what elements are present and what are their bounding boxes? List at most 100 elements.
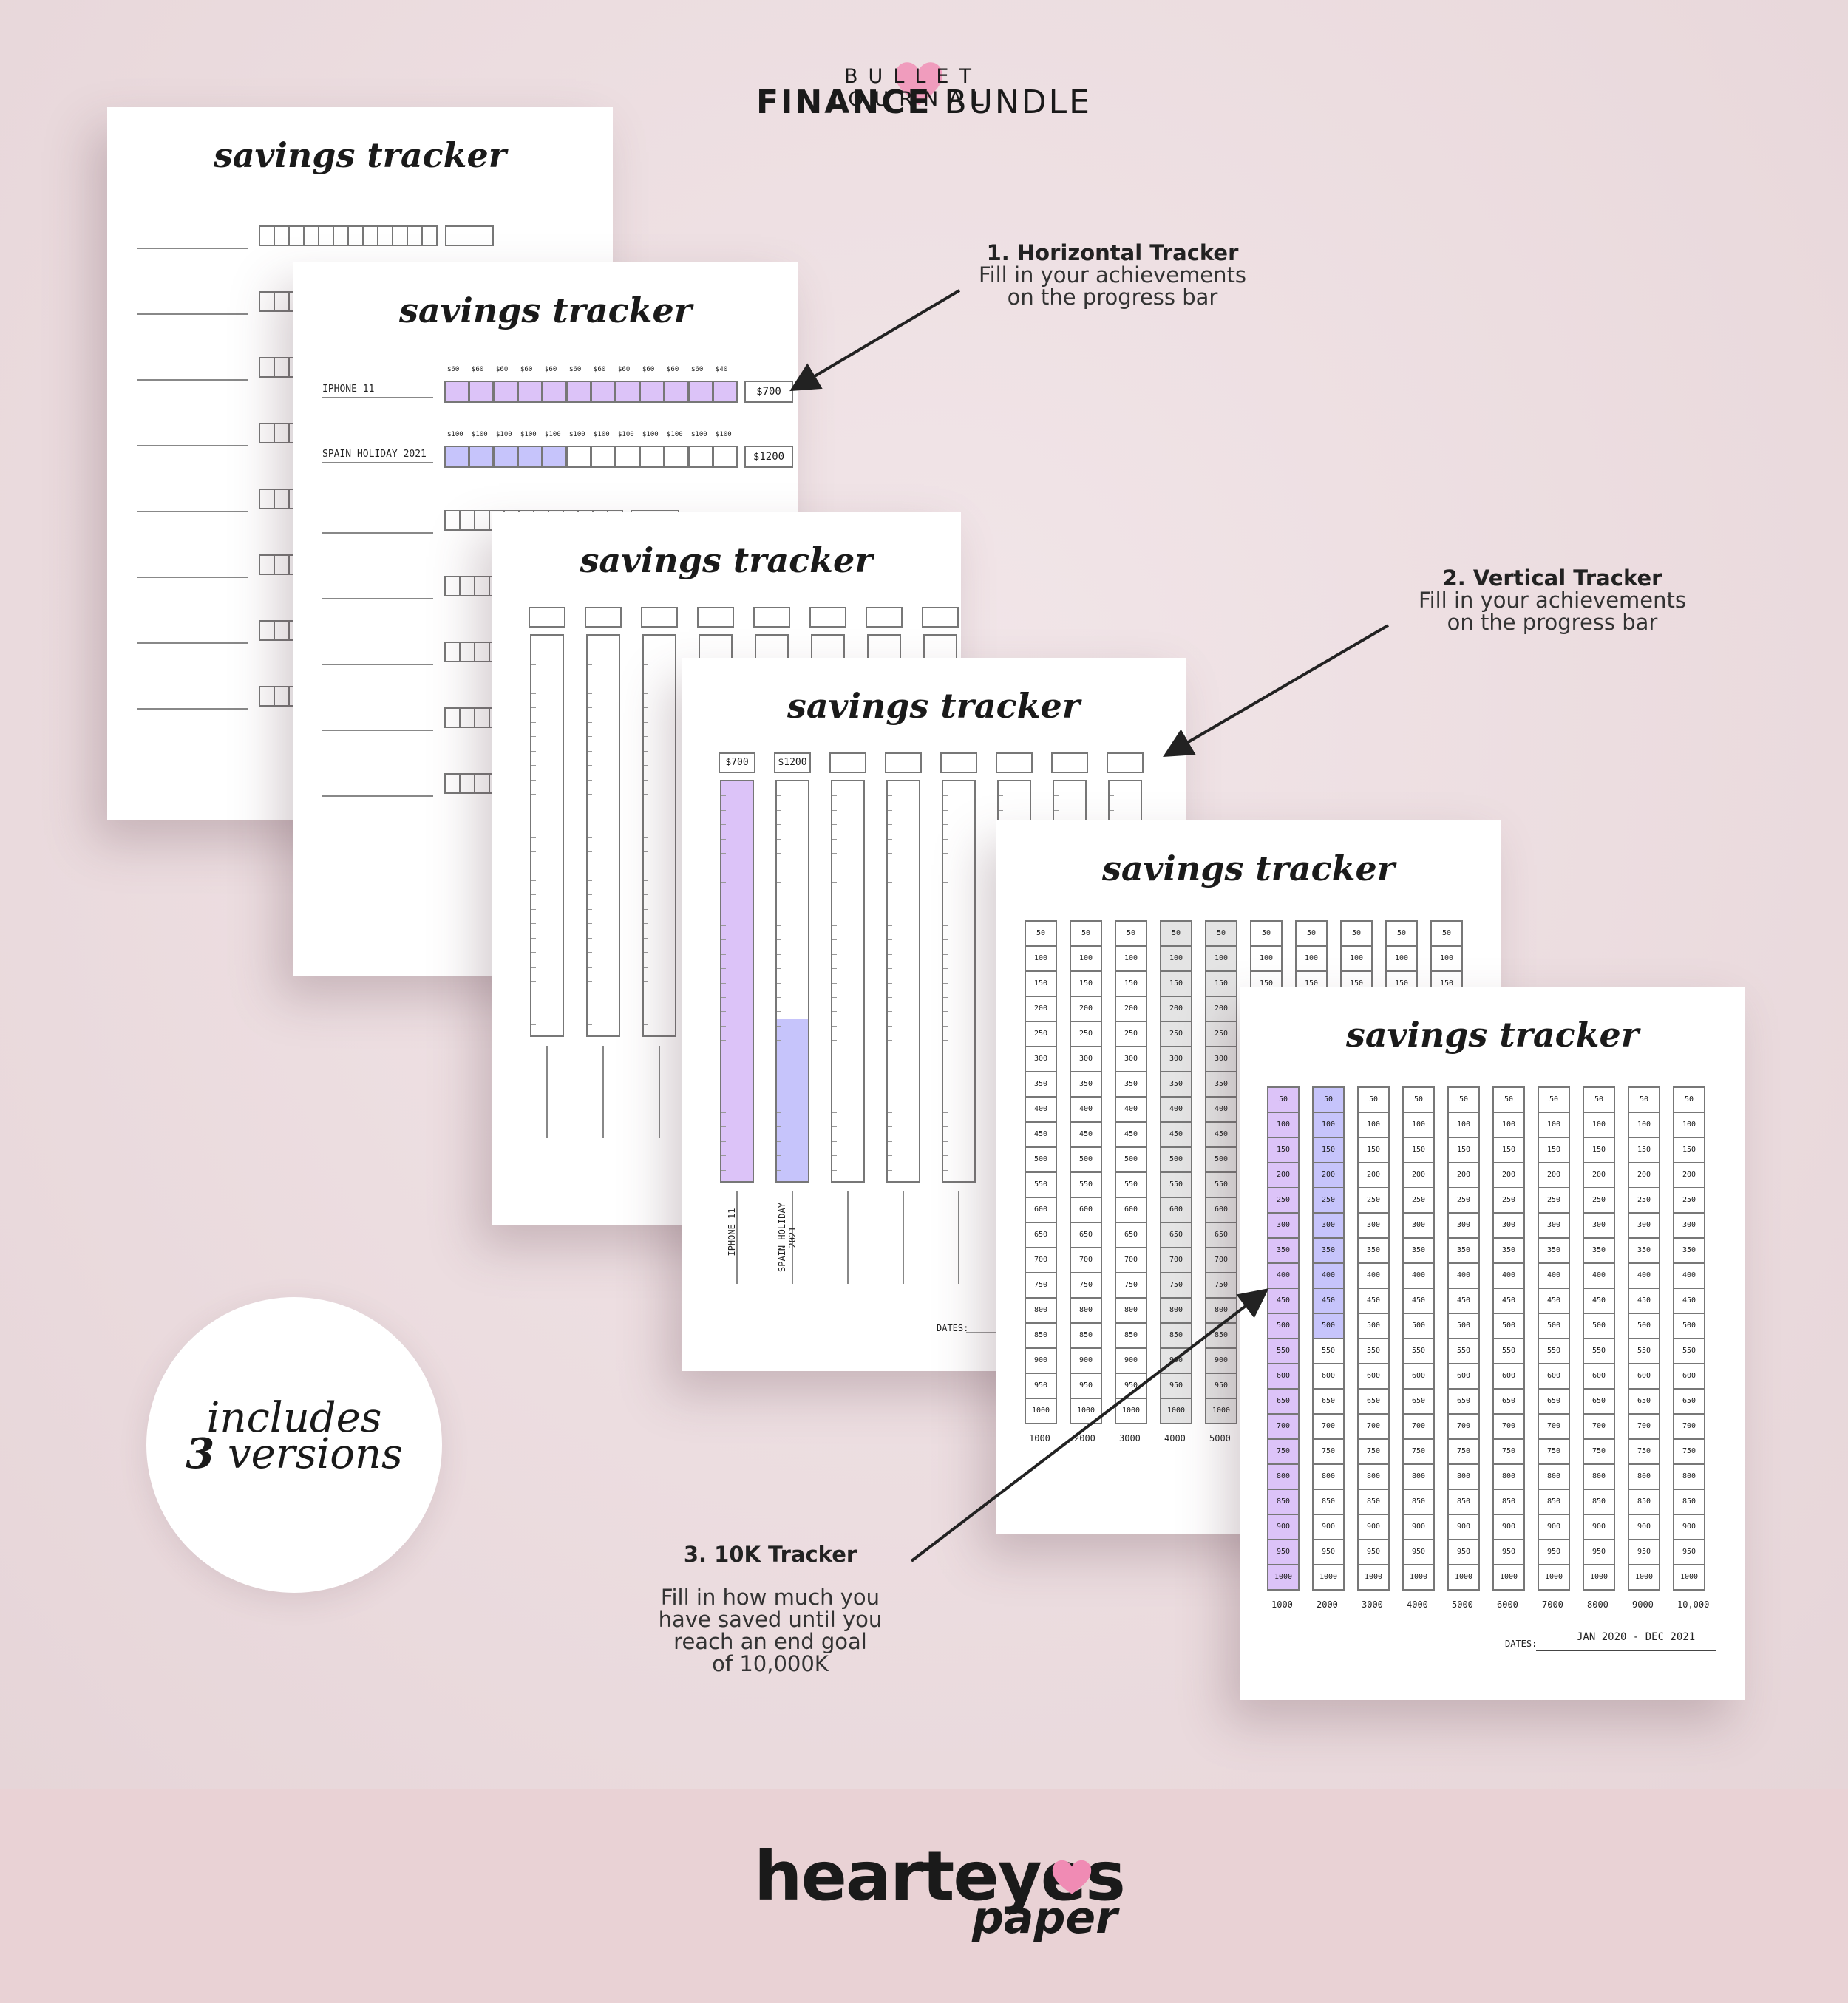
tracker-cell: 600 — [1312, 1363, 1345, 1390]
tick-mark — [777, 982, 781, 984]
tracker-cell: 650 — [1673, 1388, 1705, 1415]
tracker-cell: 450 — [1160, 1121, 1192, 1148]
tick-mark — [531, 851, 536, 852]
goal-box: $700 — [719, 752, 755, 773]
tracker-cell: 300 — [1583, 1212, 1615, 1239]
tracker-cell: 150 — [1357, 1137, 1390, 1163]
label-line — [847, 1191, 849, 1284]
column-total: 1000 — [1029, 1433, 1050, 1443]
step-label: $100 — [667, 431, 683, 438]
tracker-cell: 600 — [1628, 1363, 1660, 1390]
step-label: $100 — [496, 431, 512, 438]
tracker-cell: 500 — [1267, 1313, 1300, 1339]
label-line — [322, 532, 433, 534]
tick-mark — [721, 939, 726, 941]
progress-cell — [566, 381, 591, 403]
step-label: $100 — [716, 431, 732, 438]
vertical-bar — [775, 780, 809, 1183]
annotation-line: Fill in your achievements — [1419, 588, 1686, 613]
tick-mark — [832, 1112, 837, 1113]
tracker-cell: 200 — [1205, 996, 1237, 1022]
tracker-cell: 300 — [1267, 1212, 1300, 1239]
dates-label: DATES: — [1505, 1639, 1538, 1649]
tracker-cell: 650 — [1492, 1388, 1525, 1415]
tick-mark — [644, 837, 648, 838]
page-title: savings tracker — [1101, 849, 1396, 888]
tick-mark — [531, 981, 536, 982]
tracker-cell: 200 — [1115, 996, 1147, 1022]
tracker-cell: 100 — [1538, 1112, 1570, 1138]
tracker-cell: 950 — [1402, 1539, 1435, 1565]
tracker-cell: 250 — [1628, 1187, 1660, 1214]
column-total: 8000 — [1587, 1599, 1608, 1610]
tracker-cell: 450 — [1628, 1288, 1660, 1314]
step-label: $60 — [447, 366, 460, 373]
column-total: 4000 — [1407, 1599, 1428, 1610]
tracker-cell: 550 — [1312, 1338, 1345, 1364]
tick-mark — [832, 1040, 837, 1041]
tick-mark — [943, 809, 948, 811]
vertical-bar — [720, 780, 754, 1183]
arrow-1 — [789, 289, 961, 392]
tracker-cell: 800 — [1628, 1463, 1660, 1490]
dates-line — [1536, 1650, 1716, 1651]
tick-mark — [531, 721, 536, 723]
tracker-cell: 300 — [1357, 1212, 1390, 1239]
annotation-title: 3. 10K Tracker — [683, 1542, 857, 1567]
tracker-cell: 300 — [1538, 1212, 1570, 1239]
step-label: $100 — [691, 431, 707, 438]
step-label: $60 — [472, 366, 484, 373]
tick-mark — [888, 795, 892, 797]
progress-cell — [591, 446, 616, 468]
tracker-cell: 350 — [1492, 1237, 1525, 1264]
column-total: 3000 — [1362, 1599, 1383, 1610]
goal-box: $1200 — [774, 752, 811, 773]
goal-box — [1051, 752, 1088, 773]
tracker-cell: 400 — [1628, 1262, 1660, 1289]
tick-mark — [777, 1112, 781, 1113]
tick-mark — [832, 953, 837, 955]
tick-mark — [531, 707, 536, 709]
column-total: 5000 — [1209, 1433, 1231, 1443]
tracker-cell: 750 — [1492, 1438, 1525, 1465]
tracker-cell: 600 — [1447, 1363, 1480, 1390]
tracker-cell: 1000 — [1357, 1564, 1390, 1591]
tracker-cell: 800 — [1357, 1463, 1390, 1490]
annotation-10k: 3. 10K Tracker Fill in how much you have… — [622, 1543, 918, 1675]
tick-mark — [832, 795, 837, 797]
tracker-cell: 50 — [1673, 1086, 1705, 1113]
tracker-cell: 800 — [1673, 1463, 1705, 1490]
tick-mark — [721, 1112, 726, 1113]
tick-mark — [644, 851, 648, 852]
tick-mark — [588, 908, 592, 910]
tick-mark — [943, 1011, 948, 1013]
tick-mark — [721, 1126, 726, 1128]
tick-mark — [531, 693, 536, 694]
annotation-horizontal: 1. Horizontal Tracker Fill in your achie… — [939, 242, 1286, 308]
tracker-cell: 400 — [1025, 1096, 1057, 1123]
tick-mark — [832, 968, 837, 970]
annotation-line: on the progress bar — [1447, 610, 1658, 635]
progress-cell — [713, 446, 738, 468]
heart-icon — [895, 62, 942, 106]
tracker-cell: 400 — [1070, 1096, 1102, 1123]
tracker-cell: 250 — [1070, 1021, 1102, 1047]
annotation-title: 2. Vertical Tracker — [1442, 565, 1662, 591]
bar-fill — [777, 1018, 808, 1181]
tracker-cell: 50 — [1447, 1086, 1480, 1113]
tracker-cell: 700 — [1673, 1413, 1705, 1440]
tick-mark — [832, 939, 837, 941]
tick-mark — [777, 968, 781, 970]
tracker-cell: 50 — [1340, 920, 1373, 947]
page-title: savings tracker — [213, 135, 507, 175]
dates-value: JAN 2020 - DEC 2021 — [1577, 1631, 1696, 1643]
tick-mark — [943, 968, 948, 970]
step-label: $60 — [691, 366, 704, 373]
tick-mark — [832, 1126, 837, 1128]
tracker-cell: 550 — [1402, 1338, 1435, 1364]
tracker-cell: 900 — [1673, 1514, 1705, 1540]
tracker-cell: 650 — [1025, 1222, 1057, 1248]
tracker-cell: 700 — [1447, 1413, 1480, 1440]
tick-mark — [888, 939, 892, 941]
